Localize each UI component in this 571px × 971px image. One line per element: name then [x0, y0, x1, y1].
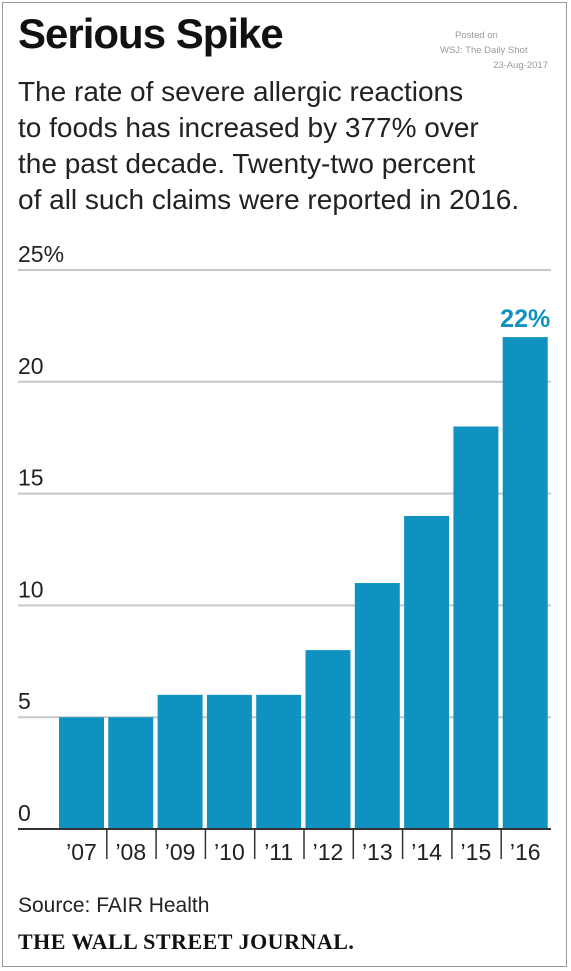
x-tick-label: ’13 [362, 839, 393, 865]
posted-line-3: 23-Aug-2017 [493, 60, 548, 71]
y-tick-label: 10 [18, 576, 44, 602]
bar [59, 717, 104, 829]
x-tick-label: ’15 [461, 839, 492, 865]
bar [502, 337, 548, 829]
y-tick-label: 0 [18, 800, 31, 826]
x-tick-label: ’16 [510, 839, 541, 865]
x-tick-label: ’08 [115, 839, 146, 865]
x-tick-label: ’14 [411, 839, 442, 865]
bar [206, 694, 252, 829]
posted-line-2: WSJ: The Daily Shot [440, 45, 528, 56]
data-label: 22% [500, 305, 550, 333]
source-note: Source: FAIR Health [18, 894, 210, 917]
bar [157, 694, 203, 829]
bar [404, 515, 450, 829]
bar [256, 694, 302, 829]
bar [108, 717, 154, 829]
bar-chart: 0 5 10 15 20 25% ’07 ’08 ’09 ’10 ’11 ’12 ’13 ’14 ’15 ’1… [18, 241, 551, 865]
y-tick-label: 5 [18, 688, 31, 714]
x-tick-label: ’09 [165, 839, 196, 865]
y-tick-label: 15 [18, 465, 44, 491]
chart-title: Serious Spike [18, 10, 284, 57]
bar [453, 426, 499, 829]
posted-note: Posted on WSJ: The Daily Shot 23-Aug-201… [440, 28, 548, 73]
bar [305, 650, 351, 829]
x-tick-label: ’11 [264, 839, 293, 865]
x-tick-label: ’12 [313, 839, 344, 865]
publisher-logo: THE WALL STREET JOURNAL. [18, 929, 355, 954]
y-tick-label: 20 [18, 353, 44, 379]
bar [354, 583, 400, 829]
posted-line-1: Posted on [455, 30, 498, 41]
x-tick-label: ’10 [214, 839, 245, 865]
y-tick-label: 25% [18, 241, 64, 267]
chart-subtitle: The rate of severe allergic reactions to… [18, 76, 520, 215]
x-tick-label: ’07 [66, 839, 97, 865]
